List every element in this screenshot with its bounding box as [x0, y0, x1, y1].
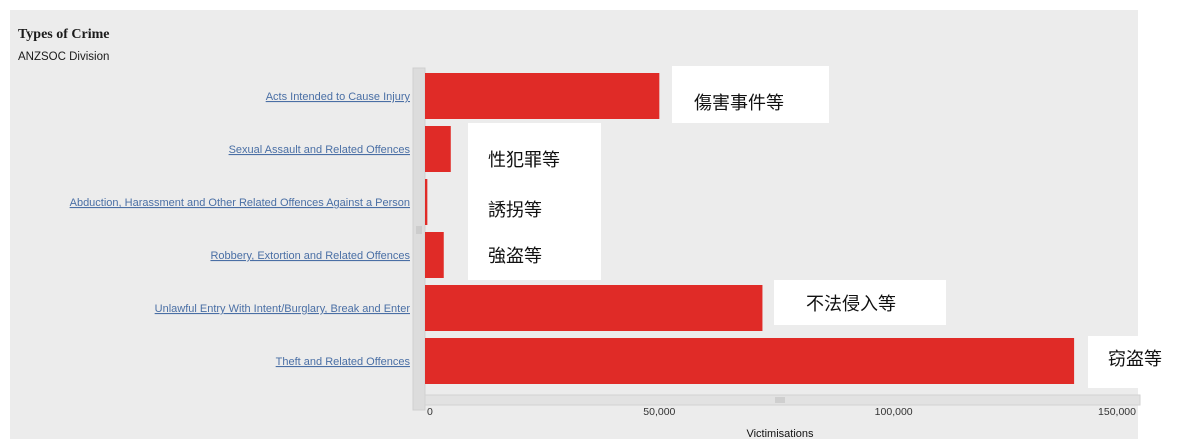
- category-label[interactable]: Unlawful Entry With Intent/Burglary, Bre…: [155, 303, 411, 315]
- chart-title: Types of Crime: [18, 27, 110, 42]
- x-tick-label: 150,000: [1098, 406, 1136, 418]
- axis-scrollbar-track[interactable]: [412, 67, 426, 411]
- x-tick-label: 0: [427, 406, 433, 418]
- annotation-box: [1088, 336, 1180, 388]
- annotation-label: 窃盗等: [1108, 349, 1162, 370]
- annotation-box: [468, 180, 601, 230]
- category-label[interactable]: Sexual Assault and Related Offences: [229, 144, 411, 156]
- x-tick-label: 100,000: [875, 406, 913, 418]
- annotation-label: 傷害事件等: [694, 93, 784, 114]
- category-label[interactable]: Abduction, Harassment and Other Related …: [70, 197, 410, 209]
- bar[interactable]: [425, 338, 1075, 384]
- bar[interactable]: [425, 73, 660, 119]
- annotation-box: [468, 123, 601, 180]
- category-label[interactable]: Acts Intended to Cause Injury: [266, 91, 411, 103]
- bar[interactable]: [425, 126, 451, 172]
- bar[interactable]: [425, 232, 444, 278]
- annotation-box: [468, 230, 601, 280]
- chart-subtitle: ANZSOC Division: [18, 51, 110, 63]
- annotation-label: 誘拐等: [488, 200, 542, 221]
- annotation-box: [672, 66, 829, 123]
- annotation-label: 性犯罪等: [488, 150, 560, 171]
- annotation-box: [774, 280, 946, 325]
- bar[interactable]: [425, 179, 428, 225]
- x-axis-scrollbar-thumb[interactable]: [775, 397, 785, 403]
- axis-scrollbar-thumb[interactable]: [416, 226, 422, 234]
- category-label[interactable]: Robbery, Extortion and Related Offences: [210, 250, 410, 262]
- x-tick-label: 50,000: [643, 406, 675, 418]
- category-label[interactable]: Theft and Related Offences: [276, 356, 411, 368]
- bar[interactable]: [425, 285, 763, 331]
- annotation-label: 強盗等: [488, 246, 542, 267]
- annotation-label: 不法侵入等: [806, 294, 896, 315]
- x-axis-title: Victimisations: [746, 428, 814, 439]
